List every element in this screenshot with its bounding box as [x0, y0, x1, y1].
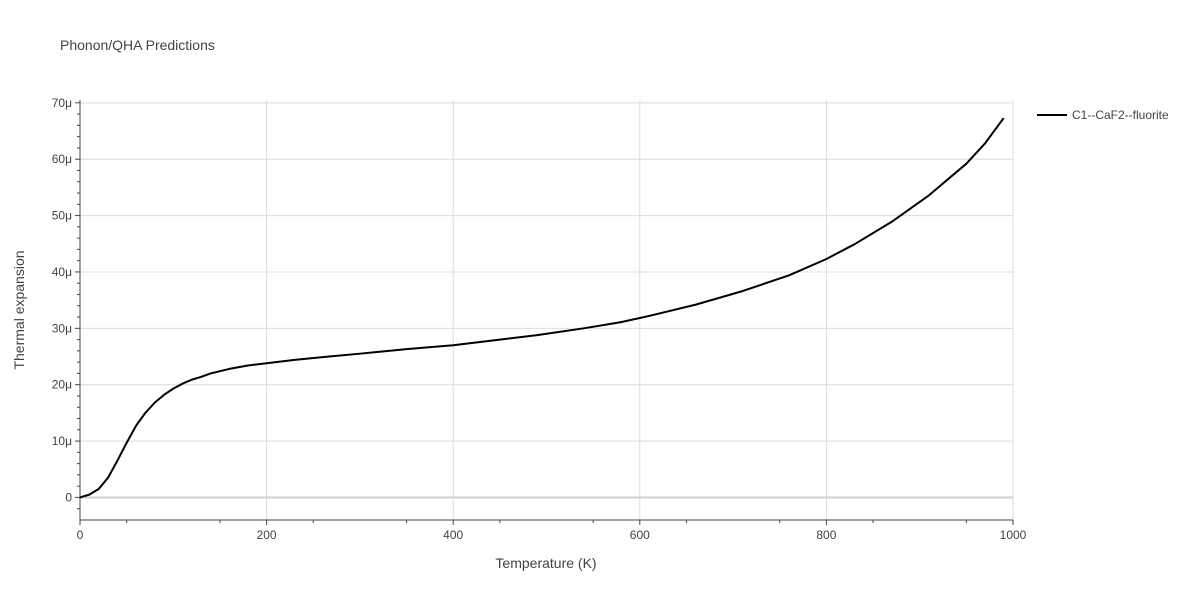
x-tick-label: 800: [816, 528, 836, 542]
y-tick-label: 10μ: [52, 434, 72, 448]
plot-lines: [79, 117, 1005, 499]
x-tick-label: 1000: [1000, 528, 1027, 542]
y-tick-label: 70μ: [52, 96, 72, 110]
chart-title: Phonon/QHA Predictions: [60, 37, 215, 53]
y-tick-label: 20μ: [52, 378, 72, 392]
axes: [79, 100, 1013, 521]
ticks: [75, 102, 1014, 525]
grid: [80, 100, 1014, 520]
y-axis-title: Thermal expansion: [11, 250, 27, 369]
x-tick-label: 200: [257, 528, 277, 542]
y-tick-label: 40μ: [52, 265, 72, 279]
y-tick-label: 30μ: [52, 321, 72, 335]
y-tick-label: 0: [65, 490, 72, 504]
legend[interactable]: C1--CaF2--fluorite: [1037, 108, 1169, 122]
series-line[interactable]: [79, 117, 1005, 499]
legend-label: C1--CaF2--fluorite: [1072, 108, 1169, 122]
x-tick-label: 600: [630, 528, 650, 542]
x-tick-label: 400: [443, 528, 463, 542]
x-tick-label: 0: [77, 528, 84, 542]
x-axis-title: Temperature (K): [495, 555, 596, 571]
tick-labels: 0 200 400 600 800 1000 0 10μ 20μ 30μ 40μ 50μ 60μ 70μ: [52, 96, 1027, 542]
y-tick-label: 50μ: [52, 209, 72, 223]
y-tick-label: 60μ: [52, 152, 72, 166]
